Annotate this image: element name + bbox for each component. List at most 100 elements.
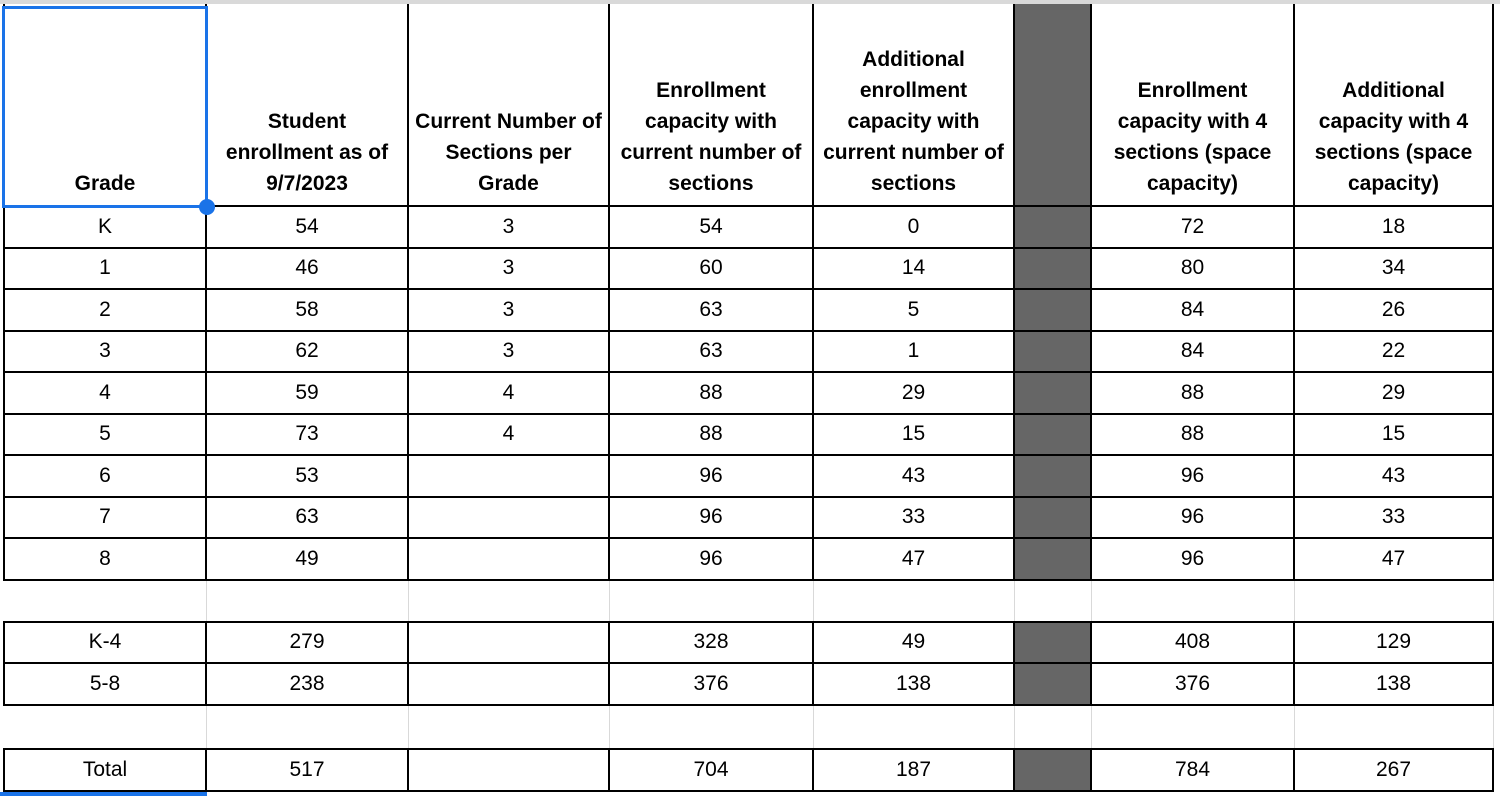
data-cell[interactable] bbox=[1092, 580, 1295, 621]
row-label-cell[interactable]: 4 bbox=[3, 373, 207, 415]
data-cell[interactable]: 63 bbox=[207, 497, 409, 539]
data-cell[interactable]: 267 bbox=[1295, 749, 1494, 792]
row-label-cell[interactable]: 2 bbox=[3, 290, 207, 332]
row-label-cell[interactable] bbox=[3, 705, 207, 748]
spacer-cell[interactable] bbox=[1015, 622, 1092, 664]
data-cell[interactable]: 3 bbox=[409, 331, 610, 373]
data-cell[interactable]: 58 bbox=[207, 290, 409, 332]
spacer-cell[interactable] bbox=[1015, 290, 1092, 332]
spacer-cell[interactable] bbox=[1015, 749, 1092, 792]
data-cell[interactable]: 33 bbox=[1295, 497, 1494, 539]
data-cell[interactable]: 187 bbox=[814, 749, 1015, 792]
data-cell[interactable]: 46 bbox=[207, 248, 409, 290]
data-cell[interactable]: 1 bbox=[814, 331, 1015, 373]
data-cell[interactable] bbox=[1295, 705, 1494, 748]
data-cell[interactable]: 4 bbox=[409, 414, 610, 456]
data-cell[interactable]: 63 bbox=[610, 290, 814, 332]
data-cell[interactable] bbox=[409, 539, 610, 581]
data-cell[interactable]: 704 bbox=[610, 749, 814, 792]
data-cell[interactable] bbox=[207, 580, 409, 621]
row-label-cell[interactable]: 3 bbox=[3, 331, 207, 373]
column-header-capacity-4-sections[interactable]: Enrollment capacity with 4 sections (spa… bbox=[1092, 4, 1295, 207]
data-cell[interactable]: 73 bbox=[207, 414, 409, 456]
column-header-additional-capacity-current-sections[interactable]: Additional enrollment capacity with curr… bbox=[814, 4, 1015, 207]
column-header-capacity-current-sections[interactable]: Enrollment capacity with current number … bbox=[610, 4, 814, 207]
data-cell[interactable]: 279 bbox=[207, 622, 409, 664]
data-cell[interactable]: 29 bbox=[1295, 373, 1494, 415]
data-cell[interactable]: 72 bbox=[1092, 207, 1295, 249]
column-header-grade[interactable]: Grade bbox=[3, 4, 207, 207]
data-cell[interactable]: 54 bbox=[610, 207, 814, 249]
data-cell[interactable]: 88 bbox=[610, 373, 814, 415]
row-label-cell[interactable]: 5-8 bbox=[3, 664, 207, 706]
data-cell[interactable]: 47 bbox=[814, 539, 1015, 581]
data-cell[interactable]: 84 bbox=[1092, 331, 1295, 373]
data-cell[interactable] bbox=[409, 456, 610, 498]
spacer-cell[interactable] bbox=[1015, 456, 1092, 498]
data-cell[interactable]: 62 bbox=[207, 331, 409, 373]
data-cell[interactable]: 43 bbox=[814, 456, 1015, 498]
data-cell[interactable] bbox=[409, 705, 610, 748]
data-cell[interactable] bbox=[409, 580, 610, 621]
data-cell[interactable]: 96 bbox=[610, 497, 814, 539]
row-label-cell[interactable]: 5 bbox=[3, 414, 207, 456]
data-cell[interactable]: 59 bbox=[207, 373, 409, 415]
data-cell[interactable]: 84 bbox=[1092, 290, 1295, 332]
data-cell[interactable] bbox=[610, 705, 814, 748]
data-cell[interactable]: 129 bbox=[1295, 622, 1494, 664]
data-cell[interactable]: 63 bbox=[610, 331, 814, 373]
data-cell[interactable]: 47 bbox=[1295, 539, 1494, 581]
data-cell[interactable]: 26 bbox=[1295, 290, 1494, 332]
spacer-cell[interactable] bbox=[1015, 331, 1092, 373]
data-cell[interactable]: 517 bbox=[207, 749, 409, 792]
data-cell[interactable]: 80 bbox=[1092, 248, 1295, 290]
row-label-cell[interactable] bbox=[3, 580, 207, 621]
data-cell[interactable]: 784 bbox=[1092, 749, 1295, 792]
row-label-cell[interactable]: 1 bbox=[3, 248, 207, 290]
data-cell[interactable]: 96 bbox=[1092, 497, 1295, 539]
row-label-cell[interactable]: K bbox=[3, 207, 207, 249]
data-cell[interactable]: 34 bbox=[1295, 248, 1494, 290]
data-cell[interactable]: 33 bbox=[814, 497, 1015, 539]
spacer-cell[interactable] bbox=[1015, 248, 1092, 290]
data-cell[interactable]: 15 bbox=[814, 414, 1015, 456]
data-cell[interactable] bbox=[814, 580, 1015, 621]
spacer-cell[interactable] bbox=[1015, 705, 1092, 748]
data-cell[interactable]: 328 bbox=[610, 622, 814, 664]
spacer-cell[interactable] bbox=[1015, 373, 1092, 415]
data-cell[interactable] bbox=[207, 705, 409, 748]
data-cell[interactable]: 15 bbox=[1295, 414, 1494, 456]
data-cell[interactable]: 138 bbox=[814, 664, 1015, 706]
spacer-cell[interactable] bbox=[1015, 664, 1092, 706]
data-cell[interactable]: 408 bbox=[1092, 622, 1295, 664]
selected-cell-outline[interactable] bbox=[2, 6, 208, 208]
data-cell[interactable]: 3 bbox=[409, 207, 610, 249]
data-cell[interactable]: 60 bbox=[610, 248, 814, 290]
row-label-cell[interactable]: 7 bbox=[3, 497, 207, 539]
data-cell[interactable]: 88 bbox=[1092, 373, 1295, 415]
data-cell[interactable]: 49 bbox=[207, 539, 409, 581]
data-cell[interactable]: 138 bbox=[1295, 664, 1494, 706]
data-cell[interactable]: 5 bbox=[814, 290, 1015, 332]
data-cell[interactable]: 14 bbox=[814, 248, 1015, 290]
row-label-cell[interactable]: 6 bbox=[3, 456, 207, 498]
fill-handle-icon[interactable] bbox=[199, 199, 215, 215]
data-cell[interactable]: 4 bbox=[409, 373, 610, 415]
data-cell[interactable]: 18 bbox=[1295, 207, 1494, 249]
data-cell[interactable]: 53 bbox=[207, 456, 409, 498]
data-cell[interactable]: 376 bbox=[610, 664, 814, 706]
data-cell[interactable] bbox=[409, 622, 610, 664]
data-cell[interactable]: 96 bbox=[1092, 539, 1295, 581]
spacer-cell[interactable] bbox=[1015, 497, 1092, 539]
data-cell[interactable] bbox=[1092, 705, 1295, 748]
data-cell[interactable] bbox=[409, 497, 610, 539]
row-label-cell[interactable]: K-4 bbox=[3, 622, 207, 664]
data-cell[interactable]: 29 bbox=[814, 373, 1015, 415]
column-header-student-enrollment[interactable]: Student enrollment as of 9/7/2023 bbox=[207, 4, 409, 207]
data-cell[interactable]: 96 bbox=[1092, 456, 1295, 498]
data-cell[interactable]: 0 bbox=[814, 207, 1015, 249]
column-header-spacer[interactable] bbox=[1015, 4, 1092, 207]
data-cell[interactable] bbox=[1295, 580, 1494, 621]
data-cell[interactable]: 376 bbox=[1092, 664, 1295, 706]
data-cell[interactable]: 96 bbox=[610, 539, 814, 581]
